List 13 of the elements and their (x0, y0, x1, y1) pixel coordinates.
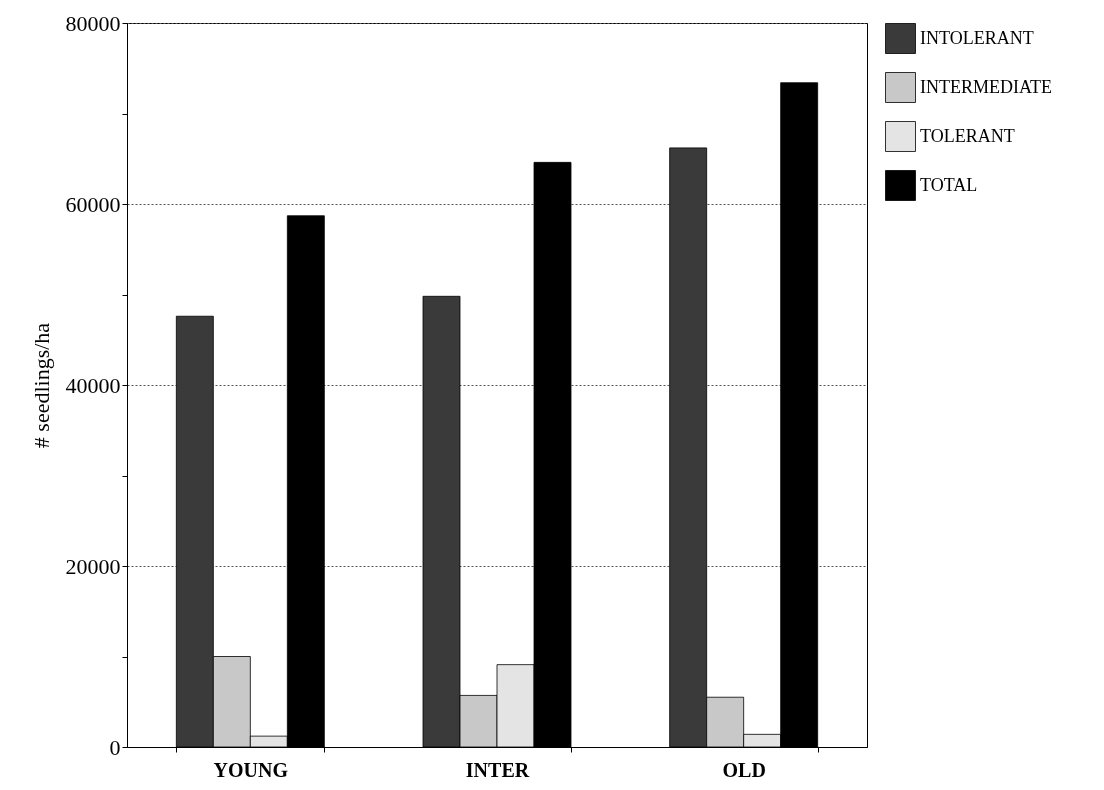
y-axis-title: # seedlings/ha (28, 322, 54, 449)
legend-label: TOLERANT (920, 125, 1015, 146)
y-tick-label: 40000 (65, 372, 121, 398)
y-tick-label: 20000 (65, 553, 121, 579)
y-tick-label: 80000 (65, 10, 121, 36)
x-tick-label: YOUNG (213, 758, 289, 781)
legend-label: INTERMEDIATE (920, 76, 1052, 97)
y-tick-label: 60000 (65, 191, 121, 217)
x-tick-label: INTER (465, 758, 530, 781)
y-tick-label: 0 (109, 734, 121, 760)
legend-label: TOTAL (920, 174, 978, 195)
legend-label: INTOLERANT (920, 27, 1034, 48)
x-tick-label: OLD (722, 758, 766, 781)
